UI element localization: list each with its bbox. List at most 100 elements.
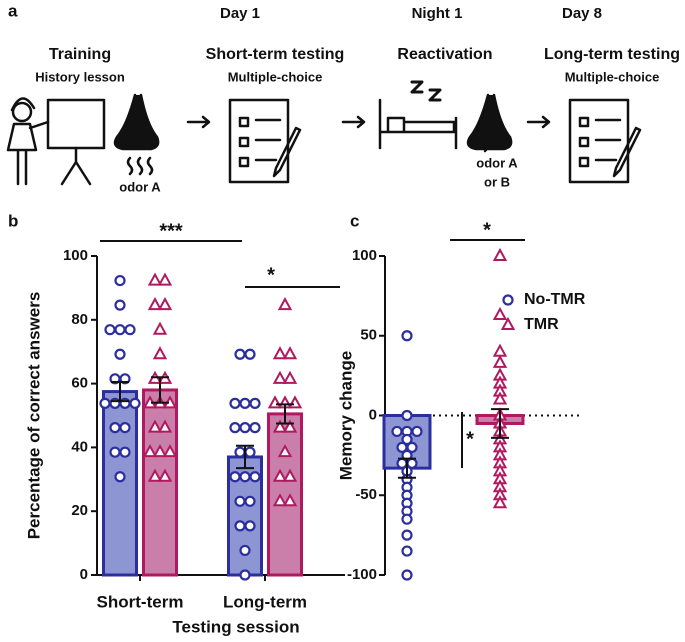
y-tick-label: 100	[352, 247, 377, 264]
step-title: Reactivation	[397, 46, 492, 63]
data-point	[411, 425, 423, 438]
data-point	[272, 493, 288, 507]
data-point	[99, 397, 111, 409]
data-point	[401, 409, 413, 422]
step-subtitle: Multiple-choice	[565, 69, 660, 84]
data-point	[267, 395, 283, 409]
data-point	[492, 247, 508, 261]
step-title: Training	[49, 46, 111, 63]
data-point	[152, 346, 168, 360]
legend-label: TMR	[524, 316, 559, 333]
data-point	[277, 444, 293, 458]
error-bar	[276, 403, 294, 425]
data-point	[147, 419, 163, 433]
data-point	[114, 348, 126, 360]
error-bar	[398, 457, 416, 479]
data-point	[401, 545, 413, 557]
y-tick-label: -100	[347, 566, 377, 583]
data-point	[119, 422, 131, 434]
data-point	[401, 330, 413, 342]
step-title: Long-term testing	[544, 46, 680, 63]
y-tick-label: 50	[360, 327, 377, 344]
data-point	[492, 391, 508, 405]
data-point	[119, 446, 131, 458]
data-point	[282, 468, 298, 482]
data-point	[239, 397, 251, 409]
data-point	[129, 397, 141, 409]
data-point	[239, 471, 251, 483]
data-point	[249, 397, 261, 409]
significance-label: ***	[159, 220, 183, 242]
panel-label: c	[350, 211, 359, 230]
data-point	[229, 471, 241, 483]
data-point	[492, 354, 508, 368]
data-point	[249, 422, 261, 434]
step-title: Short-term testing	[206, 46, 345, 63]
y-tick-label: -50	[355, 486, 377, 503]
data-point	[142, 444, 158, 458]
data-point	[147, 272, 163, 286]
x-tick-label: Long-term	[223, 592, 307, 611]
data-point	[104, 324, 116, 336]
data-point	[114, 274, 126, 287]
data-point	[114, 471, 126, 483]
data-point	[500, 316, 516, 330]
odor-label: odor A	[119, 179, 161, 194]
data-point	[147, 297, 163, 311]
step-subtitle: History lesson	[35, 69, 125, 84]
day-label: Night 1	[412, 5, 463, 22]
data-point	[244, 446, 256, 458]
data-point	[114, 324, 126, 336]
data-point	[401, 433, 413, 446]
test-sheet-icon	[228, 98, 642, 184]
error-bar	[491, 408, 509, 439]
data-point	[147, 468, 163, 482]
arrows	[186, 115, 551, 129]
nose-icon	[113, 93, 513, 176]
data-point	[282, 346, 298, 360]
data-point	[401, 569, 413, 581]
y-tick-label: 20	[71, 502, 88, 519]
data-point	[239, 422, 251, 434]
data-point	[277, 297, 293, 311]
data-point	[492, 306, 508, 321]
data-point	[502, 294, 514, 306]
odor-label: odor A	[476, 155, 518, 170]
panel-label: a	[8, 1, 18, 20]
y-tick-label: 0	[80, 566, 88, 583]
data-point	[239, 544, 251, 557]
bar	[267, 412, 303, 577]
error-bar	[151, 376, 169, 404]
data-point	[109, 422, 121, 434]
data-point	[272, 419, 288, 433]
bed-icon	[378, 80, 458, 150]
x-axis-label: Testing session	[172, 617, 299, 636]
data-point	[244, 348, 256, 360]
y-tick-label: 60	[71, 375, 88, 392]
data-point	[272, 468, 288, 482]
data-point	[401, 529, 413, 541]
data-point	[229, 397, 241, 409]
data-point	[282, 370, 298, 384]
legend-label: No-TMR	[524, 291, 586, 308]
y-tick-label: 40	[71, 438, 88, 455]
y-tick-label: 80	[71, 311, 88, 328]
data-point	[152, 321, 168, 335]
data-point	[234, 520, 246, 532]
bar	[102, 390, 138, 577]
bar	[142, 388, 178, 577]
data-point	[244, 520, 256, 532]
day-label: Day 1	[220, 5, 260, 22]
data-point	[244, 495, 256, 507]
data-point	[492, 495, 508, 509]
data-point	[234, 348, 246, 360]
data-point	[229, 422, 241, 434]
data-point	[282, 493, 298, 507]
data-point	[406, 441, 418, 453]
data-point	[234, 446, 246, 458]
data-point	[391, 425, 403, 438]
y-axis-label: Percentage of correct answers	[24, 292, 43, 540]
data-point	[114, 299, 126, 311]
data-point	[157, 297, 173, 311]
data-point	[157, 272, 173, 286]
